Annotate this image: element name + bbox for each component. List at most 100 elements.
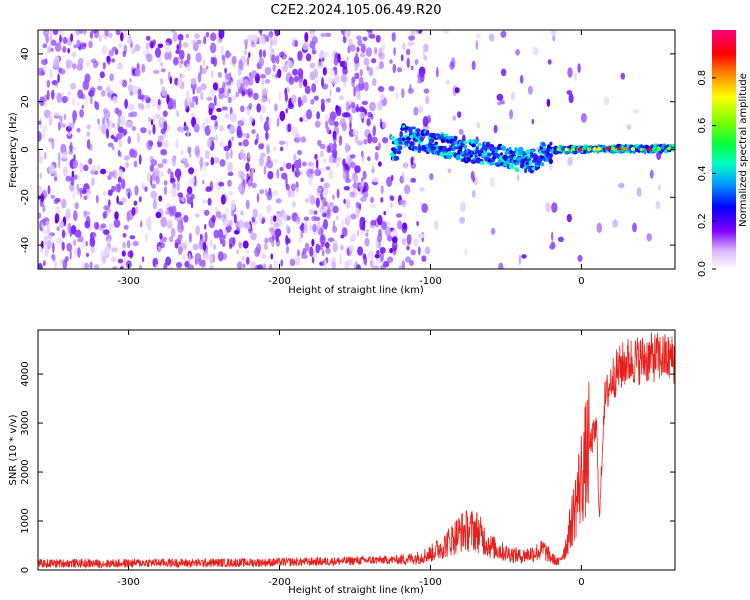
spectrogram-noise-cell [370, 113, 374, 120]
spectrogram-noise-cell [286, 245, 289, 254]
spectrogram-noise-cell [271, 73, 275, 79]
spectrogram-noise-cell [309, 71, 317, 81]
spectrogram-noise-cell [126, 240, 131, 249]
spectrogram-noise-cell [124, 120, 131, 130]
spectrogram-noise-cell [333, 56, 339, 66]
spectrogram-noise-cell [357, 140, 363, 146]
spectrogram-noise-cell [66, 242, 73, 252]
spectrogram-noise-cell [160, 149, 168, 156]
spectrogram-noise-cell [370, 219, 376, 226]
spectrogram-noise-cell [410, 249, 416, 256]
spectrogram-noise-cell [351, 232, 357, 242]
spectrogram-noise-cell [220, 194, 226, 205]
spectrogram-noise-cell [335, 215, 339, 221]
spectrogram-noise-cell [197, 116, 200, 127]
spectrogram-noise-cell [319, 206, 326, 214]
spectrogram-noise-cell [111, 256, 117, 263]
spectrogram-noise-cell [77, 57, 84, 66]
spectrogram-noise-cell [152, 39, 156, 46]
spectrogram-noise-cell [353, 55, 360, 64]
spectrogram-noise-cell [85, 241, 88, 247]
spectrogram-peak-cell [570, 147, 576, 152]
spectrogram-noise-cell [340, 74, 347, 83]
spectrogram-noise-cell [171, 205, 177, 216]
spectrogram-noise-cell [356, 208, 361, 214]
spectrogram-noise-cell [305, 53, 312, 62]
spectrogram-noise-cell [219, 141, 225, 148]
spectrogram-signal-cell [430, 138, 435, 142]
spectrogram-noise-cell [49, 68, 54, 79]
spectrogram-noise-cell [129, 120, 135, 126]
spectrogram-signal-cell [530, 149, 536, 153]
spectrogram-noise-cell [52, 255, 56, 262]
spectrogram-noise-cell [285, 140, 289, 148]
spectrogram-noise-cell [357, 38, 363, 47]
spectrogram-noise-cell [184, 260, 190, 268]
spectrogram-noise-cell [402, 222, 408, 230]
spectrogram-noise-cell [83, 195, 88, 201]
spectrogram-noise-cell [215, 211, 222, 219]
spectrogram-noise-cell [301, 94, 308, 104]
spectrogram-noise-cell [362, 36, 368, 41]
x-tick-label: -300 [117, 276, 140, 287]
spectrogram-noise-cell [146, 139, 153, 151]
spectrogram-noise-cell [278, 140, 286, 145]
spectrogram-noise-cell [344, 142, 349, 154]
spectrogram-noise-cell [121, 197, 127, 203]
spectrogram-noise-cell [299, 117, 304, 122]
spectrogram-noise-cell [42, 260, 46, 267]
spectrogram-noise-cell [352, 129, 359, 137]
spectrogram-noise-cell [101, 123, 107, 135]
spectrogram-noise-cell [90, 231, 97, 239]
spectrogram-noise-cell [300, 136, 307, 143]
spectrogram-noise-cell [59, 68, 66, 75]
spectrogram-signal-cell [525, 149, 531, 154]
spectrogram-signal-cell [501, 145, 506, 151]
spectrogram-noise-cell [127, 84, 134, 92]
spectrogram-noise-cell [84, 262, 89, 269]
spectrogram-noise-cell [315, 197, 320, 208]
spectrogram-signal-cell [475, 146, 479, 151]
spectrogram-noise-cell [186, 96, 193, 104]
spectrogram-noise-cell [54, 213, 60, 224]
spectrogram-noise-cell [52, 30, 59, 36]
spectrogram-noise-cell [391, 240, 398, 252]
spectrogram-noise-cell [389, 59, 393, 64]
spectrogram-noise-cell [261, 253, 266, 260]
spectrogram-noise-cell [163, 186, 167, 196]
spectrogram-noise-cell [464, 248, 468, 256]
spectrogram-noise-cell [278, 90, 282, 101]
spectrogram-noise-cell [97, 164, 101, 170]
spectrogram-noise-cell [329, 67, 334, 78]
spectrogram-noise-cell [75, 30, 81, 36]
y-tick-label: 2000 [20, 459, 31, 484]
spectrogram-noise-cell [367, 250, 374, 260]
spectrogram-noise-cell [315, 243, 321, 254]
spectrogram-noise-cell [141, 256, 145, 263]
spectrogram-noise-cell [618, 182, 625, 189]
spectrogram-noise-cell [422, 47, 426, 58]
spectrogram-noise-cell [240, 105, 245, 113]
spectrogram-noise-cell [475, 33, 481, 39]
spectrogram-noise-cell [262, 263, 267, 269]
spectrogram-noise-cell [82, 30, 87, 36]
spectrogram-noise-cell [370, 196, 374, 204]
spectrogram-noise-cell [268, 45, 273, 52]
spectrogram-signal-cell [463, 140, 468, 144]
spectrogram-noise-cell [326, 126, 330, 134]
colorbar-ticks: 0.0 0.2 0.4 0.6 0.8 [697, 70, 716, 277]
spectrogram-noise-cell [552, 34, 556, 42]
spectrogram-noise-cell [47, 185, 51, 195]
spectrogram-noise-cell [157, 163, 164, 168]
spectrogram-noise-cell [251, 34, 259, 44]
spectrogram-noise-cell [43, 235, 48, 245]
spectrogram-noise-cell [218, 30, 225, 40]
spectrogram-noise-cell [395, 213, 403, 218]
spectrogram-noise-cell [145, 103, 151, 109]
spectrogram-signal-cell [528, 160, 533, 167]
spectrogram-noise-cell [580, 113, 587, 123]
spectrogram-noise-cell [162, 236, 167, 243]
spectrogram-signal-cell [408, 128, 413, 135]
spectrogram-noise-cell [177, 78, 183, 89]
spectrogram-noise-cell [65, 208, 72, 219]
